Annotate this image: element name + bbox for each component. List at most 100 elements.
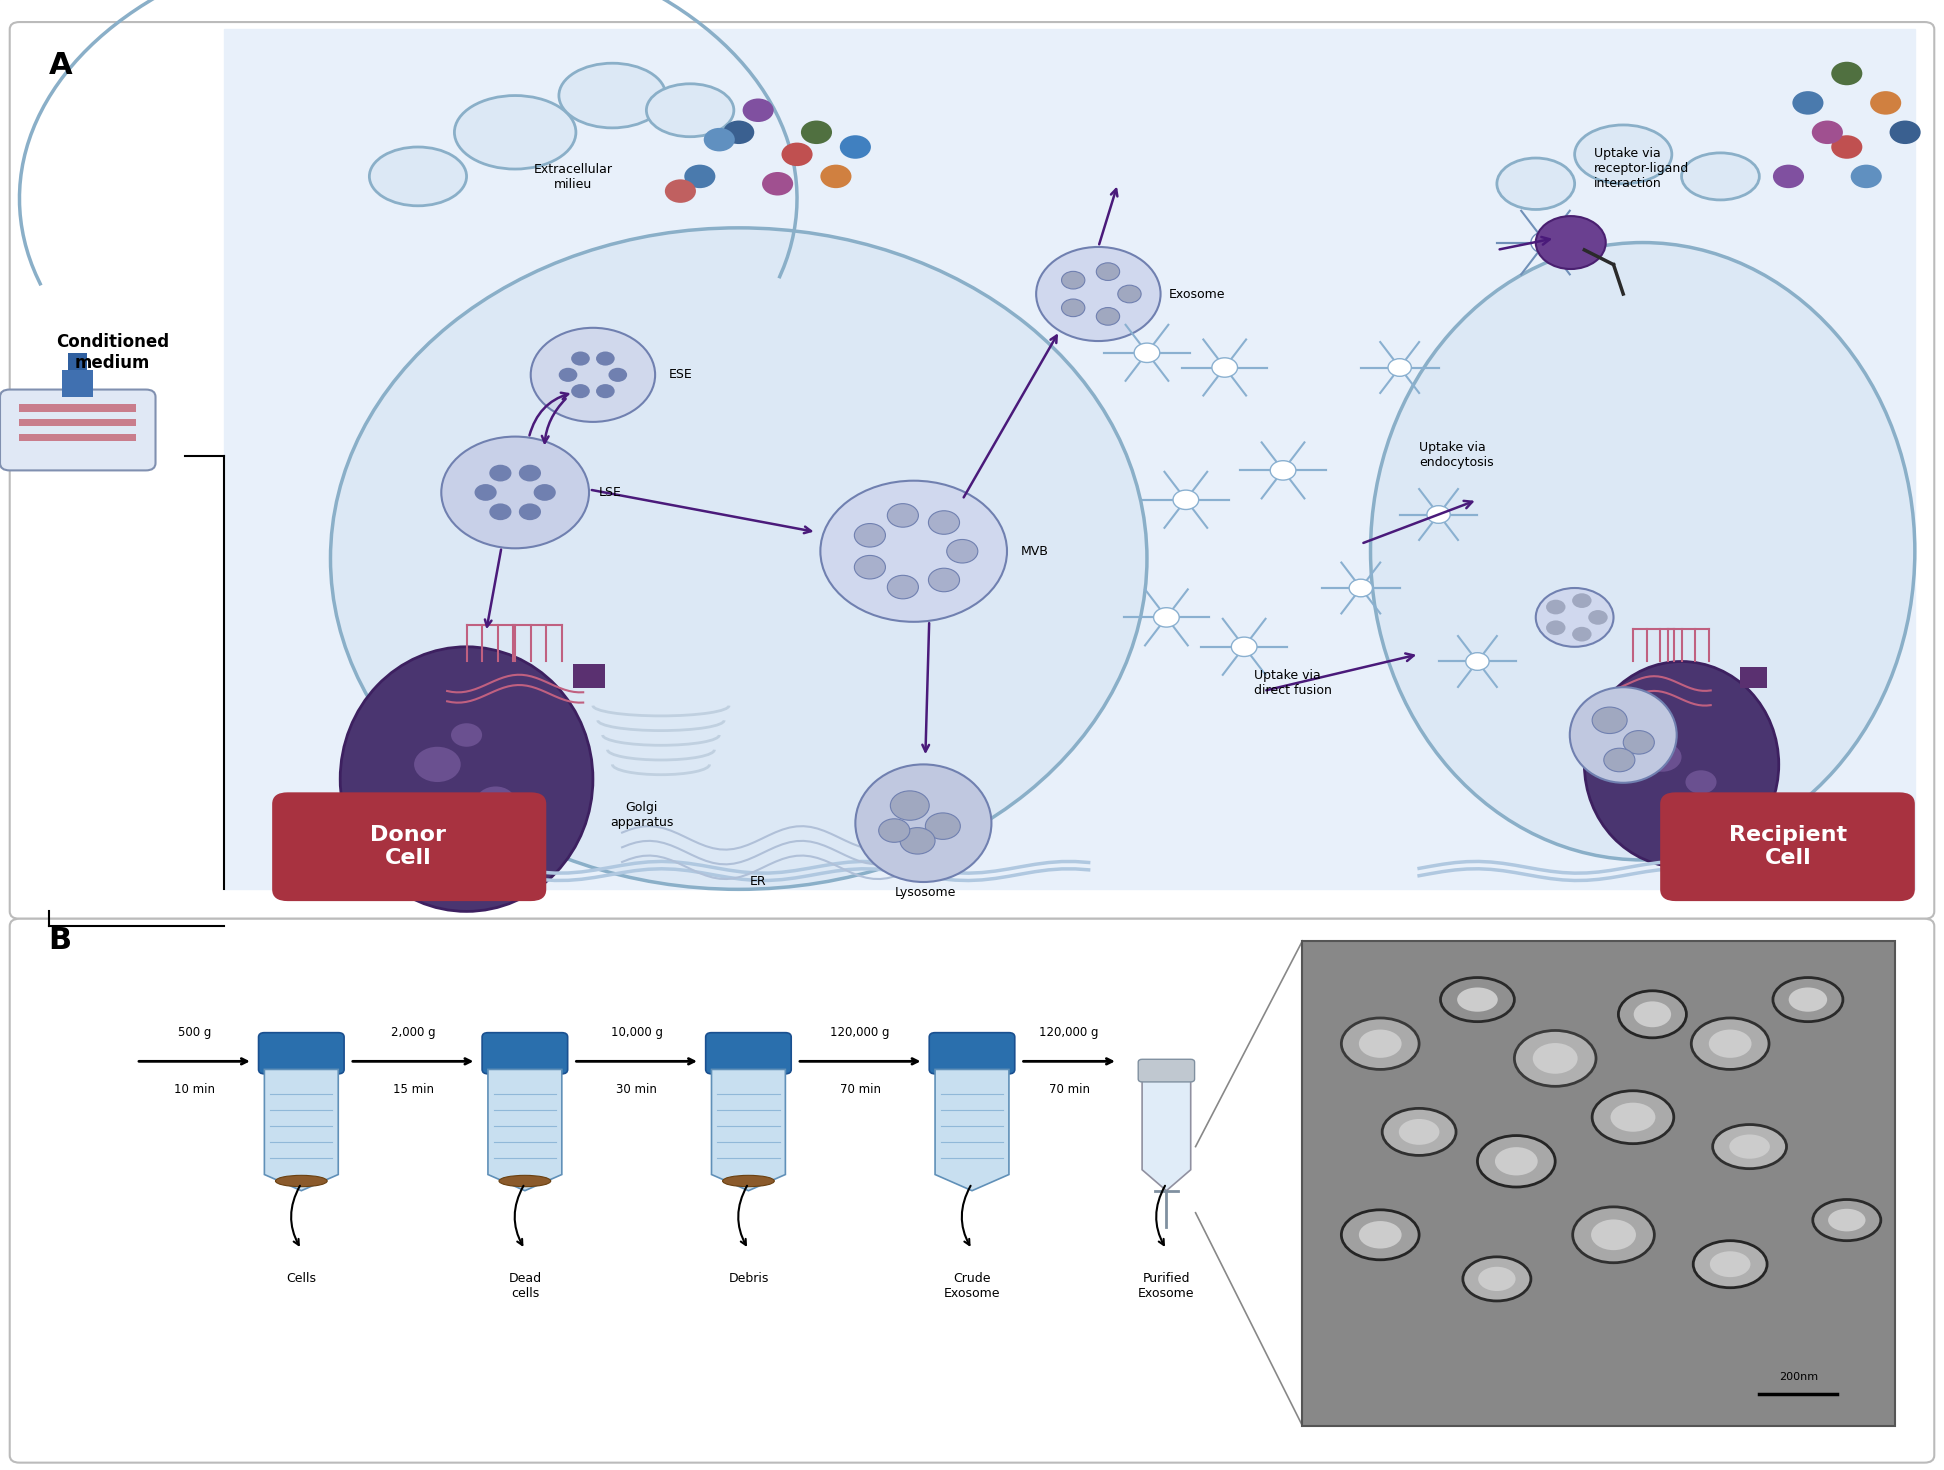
FancyBboxPatch shape <box>482 1032 568 1073</box>
Ellipse shape <box>1382 1108 1456 1155</box>
Ellipse shape <box>1462 1257 1532 1301</box>
FancyBboxPatch shape <box>10 919 1934 1463</box>
Ellipse shape <box>1773 978 1843 1022</box>
Ellipse shape <box>1713 1125 1787 1169</box>
Circle shape <box>723 121 754 144</box>
Text: Extracellular
milieu: Extracellular milieu <box>535 163 612 191</box>
Ellipse shape <box>1633 1001 1672 1028</box>
Circle shape <box>558 368 577 382</box>
Text: 30 min: 30 min <box>616 1083 657 1097</box>
Text: Conditioned
medium: Conditioned medium <box>56 334 169 372</box>
Ellipse shape <box>1573 1207 1654 1263</box>
Bar <box>19 419 136 426</box>
Ellipse shape <box>1682 153 1759 200</box>
Text: Cells: Cells <box>286 1272 317 1285</box>
FancyArrowPatch shape <box>542 398 566 442</box>
Text: Debris: Debris <box>729 1272 768 1285</box>
Circle shape <box>474 484 498 501</box>
Ellipse shape <box>340 647 593 911</box>
FancyBboxPatch shape <box>10 22 1934 919</box>
Circle shape <box>1604 748 1635 772</box>
Circle shape <box>743 98 774 122</box>
Ellipse shape <box>560 63 665 128</box>
Text: Golgi
apparatus: Golgi apparatus <box>610 801 673 829</box>
Ellipse shape <box>1458 988 1497 1011</box>
Ellipse shape <box>1514 1030 1596 1086</box>
Circle shape <box>900 828 935 854</box>
Polygon shape <box>488 1070 562 1191</box>
FancyArrowPatch shape <box>1266 654 1413 691</box>
Ellipse shape <box>855 764 991 882</box>
Circle shape <box>890 791 929 820</box>
Bar <box>62 370 93 397</box>
Circle shape <box>1349 579 1372 597</box>
Ellipse shape <box>1497 159 1575 209</box>
FancyBboxPatch shape <box>1660 792 1915 901</box>
Circle shape <box>1545 620 1565 635</box>
Text: MVB: MVB <box>1021 545 1048 557</box>
Ellipse shape <box>276 1176 327 1186</box>
Ellipse shape <box>1400 1119 1439 1145</box>
Circle shape <box>929 510 960 534</box>
Circle shape <box>1427 506 1450 523</box>
Ellipse shape <box>1359 1222 1402 1248</box>
Ellipse shape <box>369 147 467 206</box>
Text: Lysosome: Lysosome <box>894 886 956 900</box>
Bar <box>1740 667 1767 688</box>
Ellipse shape <box>1477 1267 1516 1291</box>
Circle shape <box>840 135 871 159</box>
Text: LSE: LSE <box>599 487 622 498</box>
Ellipse shape <box>1592 1091 1674 1144</box>
Circle shape <box>886 504 918 528</box>
Text: Dead
cells: Dead cells <box>507 1272 542 1299</box>
Ellipse shape <box>1610 1102 1656 1132</box>
Circle shape <box>1623 731 1654 754</box>
FancyBboxPatch shape <box>929 1032 1015 1073</box>
Circle shape <box>572 384 589 398</box>
Text: ESE: ESE <box>669 369 692 381</box>
Circle shape <box>476 786 515 816</box>
Circle shape <box>1118 285 1141 303</box>
Circle shape <box>1466 653 1489 670</box>
Text: Uptake via
receptor-ligand
interaction: Uptake via receptor-ligand interaction <box>1594 147 1689 190</box>
Circle shape <box>1592 707 1627 734</box>
FancyBboxPatch shape <box>706 1032 791 1073</box>
Circle shape <box>1545 600 1565 614</box>
Circle shape <box>1096 263 1120 281</box>
Circle shape <box>490 503 511 520</box>
Circle shape <box>1890 121 1921 144</box>
Circle shape <box>1133 343 1161 363</box>
Ellipse shape <box>1371 243 1915 860</box>
Text: 15 min: 15 min <box>393 1083 434 1097</box>
Ellipse shape <box>645 84 733 137</box>
Circle shape <box>1061 298 1085 316</box>
Circle shape <box>704 128 735 151</box>
Ellipse shape <box>1569 688 1676 782</box>
Circle shape <box>1831 135 1862 159</box>
Ellipse shape <box>1441 978 1514 1022</box>
Ellipse shape <box>1359 1029 1402 1058</box>
FancyBboxPatch shape <box>259 1032 344 1073</box>
Circle shape <box>1153 607 1180 628</box>
Ellipse shape <box>1691 1019 1769 1070</box>
Text: 70 min: 70 min <box>840 1083 881 1097</box>
Circle shape <box>1588 610 1608 625</box>
FancyArrowPatch shape <box>529 392 568 435</box>
Text: A: A <box>49 51 72 81</box>
Circle shape <box>1388 359 1411 376</box>
Circle shape <box>1536 216 1606 269</box>
FancyBboxPatch shape <box>0 390 156 470</box>
Circle shape <box>1532 231 1561 254</box>
Circle shape <box>1792 91 1823 115</box>
Circle shape <box>533 484 556 501</box>
Circle shape <box>1211 357 1238 378</box>
FancyArrowPatch shape <box>591 490 811 534</box>
FancyArrowPatch shape <box>1363 501 1472 542</box>
Text: 10 min: 10 min <box>173 1083 216 1097</box>
Circle shape <box>925 813 960 839</box>
Text: Crude
Exosome: Crude Exosome <box>943 1272 1001 1299</box>
Ellipse shape <box>1617 991 1685 1038</box>
Circle shape <box>519 465 540 482</box>
Circle shape <box>762 172 793 196</box>
Circle shape <box>519 503 540 520</box>
